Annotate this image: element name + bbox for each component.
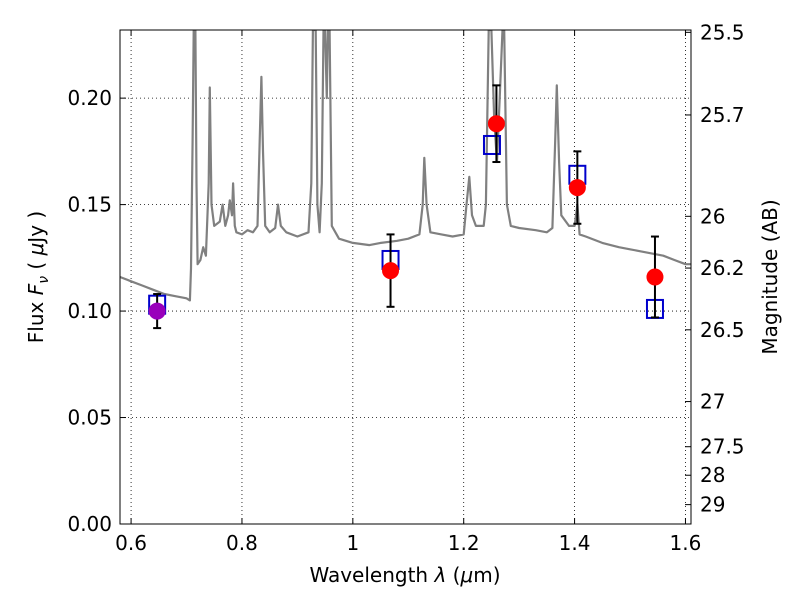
x-tick-label: 1.6 [670,531,702,555]
y-tick-label: 0.20 [67,86,112,110]
y2-tick-label: 26.5 [700,318,745,342]
y-tick-label: 0.00 [67,512,112,536]
x-axis-title: Wavelength λ (μm) [309,563,500,587]
x-axis: 0.6 0.8 1 1.2 1.4 1.6 [115,30,701,555]
y2-tick-label: 25.5 [700,20,745,44]
observed-point [568,179,586,197]
plot-data [120,30,691,330]
x-tick-label: 0.8 [226,531,258,555]
y-tick-label: 0.10 [67,299,112,323]
y2-tick-label: 27.5 [700,435,745,459]
y-axis-left: 0.00 0.05 0.10 0.15 0.20 [67,86,126,536]
observed-point [382,262,400,280]
observed-point [148,302,166,320]
plot-frame [119,29,692,525]
y2-axis-title: Magnitude (AB) [758,199,782,354]
y2-tick-label: 29 [700,493,725,517]
y-tick-label: 0.15 [67,193,112,217]
model-spectrum-line [120,30,691,302]
x-tick-label: 1.4 [559,531,591,555]
y2-tick-label: 27 [700,390,725,414]
x-tick-label: 1.2 [448,531,480,555]
observed-photometry-markers [148,84,664,330]
y2-tick-label: 26.2 [700,256,745,280]
observed-point [487,115,505,133]
observed-point [646,268,664,286]
y-axis-title: Flux Fν ( μJy ) [24,211,52,343]
x-tick-label: 0.6 [115,531,147,555]
y2-tick-label: 25.7 [700,103,745,127]
y-tick-label: 0.05 [67,406,112,430]
y-axis-right: 25.5 25.7 26 26.2 26.5 27 27.5 28 29 [685,20,745,517]
y2-tick-label: 28 [700,463,725,487]
x-tick-label: 1 [346,531,359,555]
y2-tick-label: 26 [700,204,725,228]
model-photometry-square [482,134,501,155]
